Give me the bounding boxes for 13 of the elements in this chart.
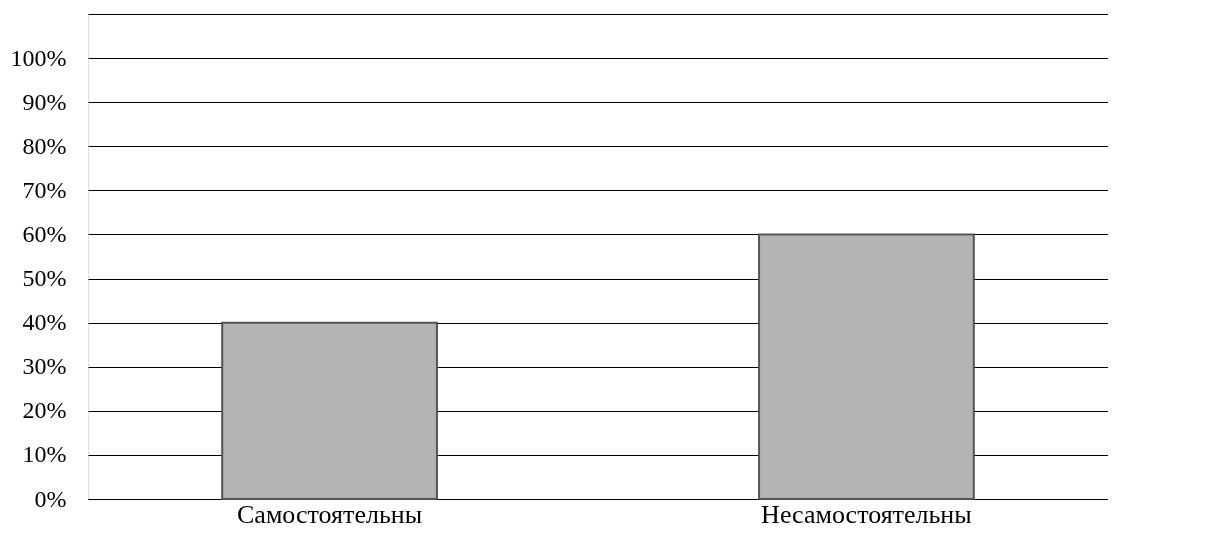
x-tick-label: Несамостоятельны (761, 499, 972, 529)
y-tick-label: 20% (22, 397, 67, 424)
y-tick-label: 80% (22, 132, 67, 159)
y-tick-label: 50% (22, 265, 67, 292)
y-tick-label: 0% (34, 485, 67, 512)
y-tick-label: 40% (22, 309, 67, 336)
y-tick-label: 30% (22, 353, 67, 380)
y-tick-label: 10% (22, 441, 67, 468)
y-tick-label: 70% (22, 176, 67, 203)
y-tick-label: 100% (10, 44, 67, 71)
x-tick-label: Самостоятельны (237, 499, 423, 529)
y-tick-label: 90% (22, 88, 67, 115)
y-tick-label: 60% (22, 220, 67, 247)
